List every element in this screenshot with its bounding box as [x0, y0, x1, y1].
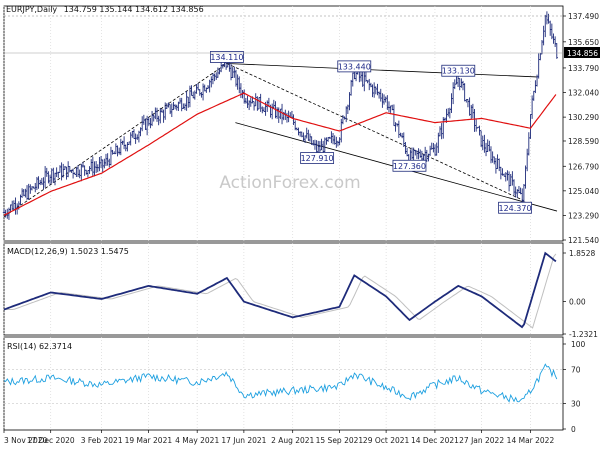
rsi-panel: [3, 363, 558, 403]
y-tick-label: 126.790: [568, 162, 599, 171]
y-tick-label: 130.290: [568, 113, 599, 122]
macd-line: [3, 251, 557, 329]
rsi-y-tick-label: 0: [571, 425, 576, 434]
x-tick-label: 17 Jun 2021: [221, 436, 266, 445]
rsi-title: RSI(14) 62.3714: [7, 342, 72, 351]
swing-label: 124.370: [498, 204, 531, 213]
rsi-y-tick-label: 100: [571, 340, 586, 349]
rsi-frame: [3, 336, 564, 431]
symbol-name: EURJPY,Daily: [6, 5, 57, 14]
ohlc-values: 134.759 135.144 134.612 134.856: [64, 5, 204, 14]
moving-average: [3, 92, 557, 216]
swing-label: 127.910: [301, 154, 334, 163]
swing-label: 133.440: [338, 62, 371, 71]
x-tick-label: 14 Mar 2022: [507, 436, 555, 445]
swing-label-box: [209, 51, 244, 63]
swing-label: 133.130: [442, 67, 475, 76]
x-tick-label: 19 Mar 2021: [125, 436, 173, 445]
y-tick-label: 125.040: [568, 187, 599, 196]
x-tick-label: 2 Aug 2021: [271, 436, 314, 445]
ma-line: [3, 92, 557, 216]
macd-title: MACD(12,26,9) 1.5023 1.5475: [7, 247, 129, 256]
swing-label-box: [337, 60, 372, 73]
current-price-box: [564, 46, 600, 58]
x-tick-label: 17 Dec 2020: [27, 436, 75, 445]
y-tick-label: 121.540: [568, 236, 599, 245]
swing-label-box: [498, 201, 532, 214]
falling-dashed-trendline: [226, 63, 524, 201]
macd-panel: [3, 251, 557, 329]
x-tick-label: 4 May 2021: [175, 436, 219, 445]
upper-trendline: [226, 63, 537, 78]
x-tick-label: 15 Sep 2021: [316, 436, 364, 445]
x-tick-label: 3 Feb 2021: [81, 436, 123, 445]
axis-ticks: 137.490 135.650 133.790 132.040 130.290 128.5…: [3, 12, 600, 445]
watermark: ActionForex.com: [219, 173, 360, 193]
swing-label-box: [392, 159, 427, 172]
swing-label: 127.360: [393, 162, 426, 171]
x-tick-label: 29 Oct 2021: [363, 436, 410, 445]
rsi-line: [3, 363, 558, 403]
current-price-label: 134.856: [567, 49, 598, 58]
y-tick-label: 123.290: [568, 211, 599, 220]
macd-y-tick-label: 0.00: [569, 298, 586, 307]
macd-y-tick-label: -1.2321: [569, 330, 598, 339]
x-tick-label: 27 Jan 2022: [459, 436, 504, 445]
swing-label-box: [441, 64, 476, 77]
y-tick-label: 132.040: [568, 89, 599, 98]
symbol-header: EURJPY,Daily 134.759 135.144 134.612 134…: [6, 5, 204, 14]
macd-y-tick-label: 1.8528: [569, 249, 595, 258]
swing-label: 134.110: [210, 53, 243, 62]
y-tick-label: 137.490: [568, 12, 599, 21]
y-tick-label: 128.590: [568, 137, 599, 146]
y-tick-label: 133.790: [568, 64, 599, 73]
grid-lines: [3, 6, 531, 430]
rsi-y-tick-label: 30: [571, 400, 581, 409]
rsi-y-tick-label: 70: [571, 366, 581, 375]
x-tick-label: 3 Nov 2020: [4, 436, 47, 445]
swing-labels: 134.110 127.910 133.440 127.360 133.130 124.3…: [209, 51, 532, 214]
price-bars: [2, 11, 558, 220]
x-tick-label: 14 Dec 2021: [411, 436, 459, 445]
y-tick-label: 135.650: [568, 38, 599, 47]
swing-label-box: [300, 152, 335, 164]
